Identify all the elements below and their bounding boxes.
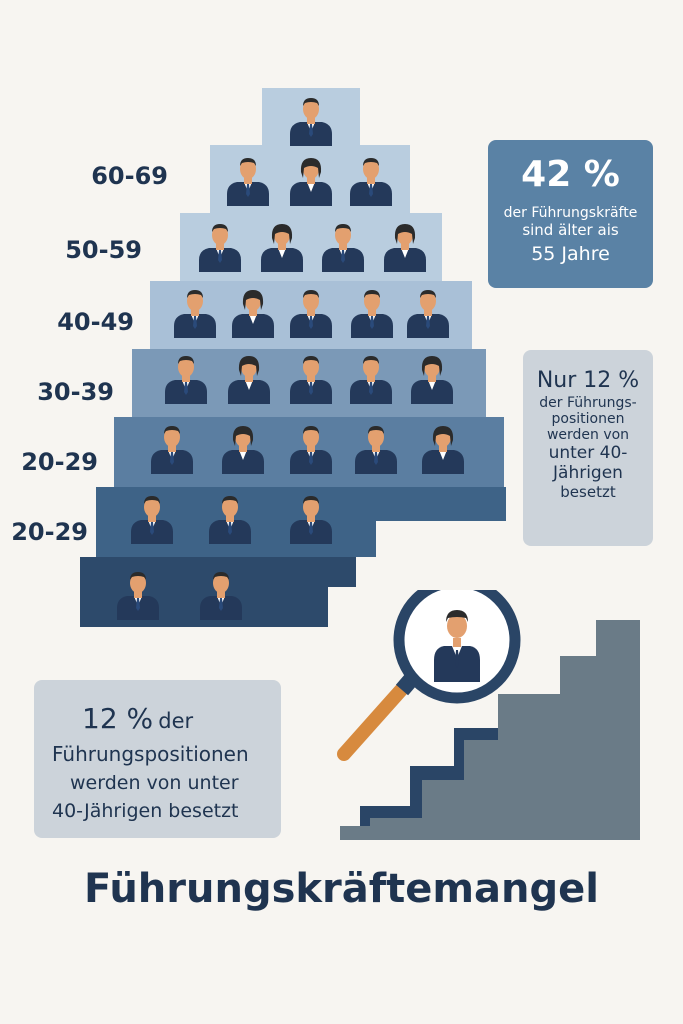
stat-mid-line6: Jährigen [553,463,623,483]
person-icon [290,356,332,404]
person-icon [261,224,303,272]
person-icon [228,356,270,404]
stat-mid-line3: positionen [551,411,625,427]
stat-bottom-line1: 12 % der [82,702,193,735]
person-icon [350,356,392,404]
person-icon [384,224,426,272]
age-label-6: 20-29 [11,518,88,546]
stat-bottom-value: 12 % [82,702,154,735]
page-title: Führungskräftemangel [84,866,599,912]
stat-top-line3: 55 Jahre [531,243,610,265]
person-icon [422,426,464,474]
person-icon [174,290,216,338]
person-icon [290,158,332,206]
stat-mid-line4: werden von [546,427,630,443]
stat-mid-line1: Nur 12 % [536,368,640,393]
person-icon [131,496,173,544]
stat-mid-line2: der Führungs- [539,395,637,411]
person-icon [117,572,159,620]
person-icon [200,572,242,620]
person-icon [355,426,397,474]
stairs-icon [340,620,640,840]
person-icon [151,426,193,474]
stairs-magnifier-illustration [337,590,640,840]
stat-top-line2: sind älter ais [522,221,619,239]
stat-top-line1: der Führungskräfte [503,205,638,221]
age-label-4: 30-39 [37,378,114,406]
person-icon [222,426,264,474]
stat-bottom-line3: werden von unter [70,772,239,794]
stat-mid-line5: unter 40- [548,443,628,463]
age-label-5: 20-29 [21,448,98,476]
person-icon [290,290,332,338]
person-icon [199,224,241,272]
person-icon [351,290,393,338]
age-label-3: 40-49 [57,308,134,336]
stat-bottom-line2: Führungspositionen [52,742,249,766]
stat-top-value: 42 % [521,154,620,195]
stat-bottom-line1-rest: der [158,709,194,733]
person-icon [290,98,332,146]
pyramid-tier-7 [96,487,506,521]
person-icon [227,158,269,206]
person-icon [434,610,480,682]
stat-box-middle: Nur 12 % der Führungs- positionen werden… [523,350,653,546]
person-icon [322,224,364,272]
age-label-2: 50-59 [65,236,142,264]
age-label-1: 60-69 [91,162,168,190]
person-icon [407,290,449,338]
person-icon [290,496,332,544]
stat-bottom-line4: 40-Jährigen besetzt [52,800,239,822]
person-icon [290,426,332,474]
stat-box-top: 42 % der Führungskräfte sind älter ais 5… [488,140,653,288]
stat-box-bottom: 12 % der Führungspositionen werden von u… [34,680,281,838]
person-icon [209,496,251,544]
person-icon [350,158,392,206]
stat-mid-line7: besetzt [560,483,616,501]
person-icon [411,356,453,404]
person-icon [232,290,274,338]
person-icon [165,356,207,404]
